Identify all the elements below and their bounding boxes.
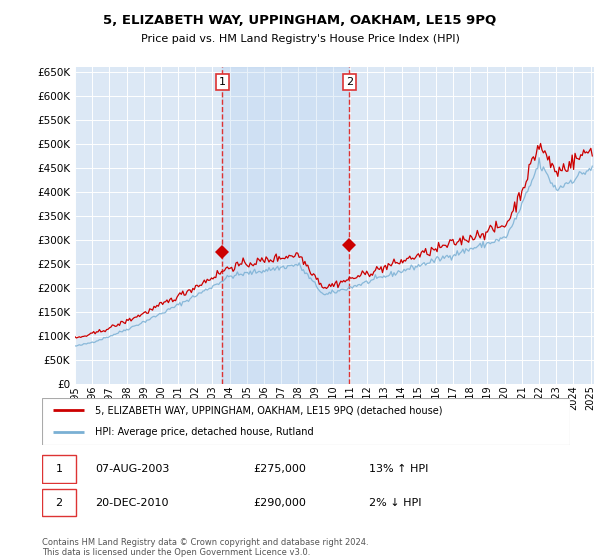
Text: Price paid vs. HM Land Registry's House Price Index (HPI): Price paid vs. HM Land Registry's House … bbox=[140, 34, 460, 44]
Text: £290,000: £290,000 bbox=[253, 498, 306, 507]
Bar bbox=[223, 67, 349, 384]
Text: Contains HM Land Registry data © Crown copyright and database right 2024.
This d: Contains HM Land Registry data © Crown c… bbox=[42, 538, 368, 557]
Text: 2: 2 bbox=[56, 498, 63, 507]
Text: 5, ELIZABETH WAY, UPPINGHAM, OAKHAM, LE15 9PQ: 5, ELIZABETH WAY, UPPINGHAM, OAKHAM, LE1… bbox=[103, 14, 497, 27]
Text: HPI: Average price, detached house, Rutland: HPI: Average price, detached house, Rutl… bbox=[95, 427, 313, 437]
Bar bbox=[42, 455, 76, 483]
Text: 13% ↑ HPI: 13% ↑ HPI bbox=[370, 464, 429, 474]
Text: 5, ELIZABETH WAY, UPPINGHAM, OAKHAM, LE15 9PQ (detached house): 5, ELIZABETH WAY, UPPINGHAM, OAKHAM, LE1… bbox=[95, 405, 442, 416]
Text: 2: 2 bbox=[346, 77, 353, 87]
Text: 2% ↓ HPI: 2% ↓ HPI bbox=[370, 498, 422, 507]
Bar bbox=[42, 489, 76, 516]
Text: £275,000: £275,000 bbox=[253, 464, 306, 474]
Text: 1: 1 bbox=[219, 77, 226, 87]
Text: 20-DEC-2010: 20-DEC-2010 bbox=[95, 498, 168, 507]
Text: 07-AUG-2003: 07-AUG-2003 bbox=[95, 464, 169, 474]
Text: 1: 1 bbox=[56, 464, 62, 474]
